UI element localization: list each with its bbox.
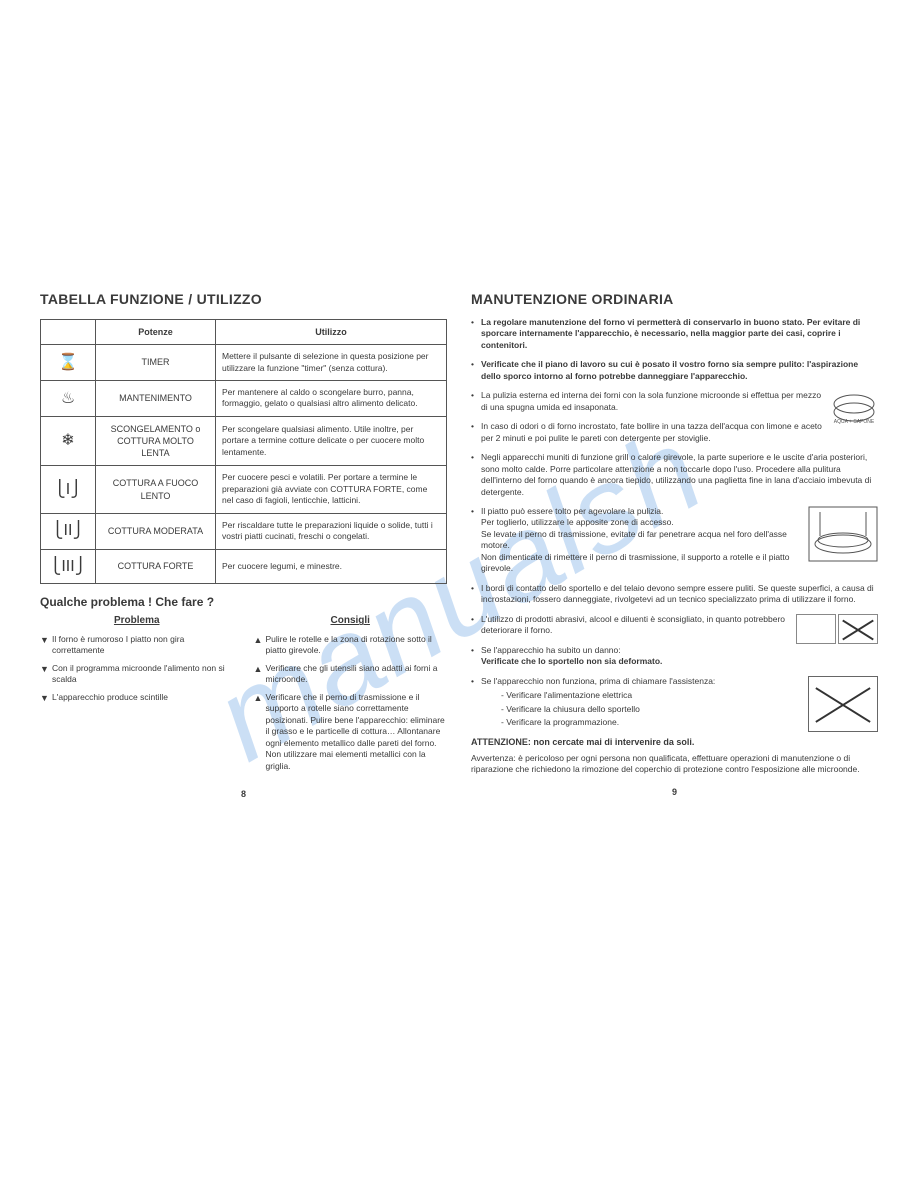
- troubleshoot-title: Qualche problema ! Che fare ?: [40, 594, 447, 610]
- row-icon: ❄: [41, 416, 96, 465]
- row-icon: ♨: [41, 380, 96, 416]
- row-name: SCONGELAMENTO o COTTURA MOLTO LENTA: [96, 416, 216, 465]
- list-item: I bordi di contatto dello sportello e de…: [471, 583, 878, 606]
- abrasive-forbidden-icon: [838, 614, 878, 644]
- list-item: Pulire le rotelle e la zona di rotazione…: [254, 634, 448, 657]
- problem-column: Problema Il forno è rumoroso I piatto no…: [40, 614, 234, 778]
- item-text: Per toglierlo, utilizzare le apposite zo…: [481, 517, 674, 527]
- th-potenze: Potenze: [96, 319, 216, 344]
- function-table: Potenze Utilizzo ⌛ TIMER Mettere il puls…: [40, 319, 447, 584]
- row-desc: Per cuocere legumi, e minestre.: [216, 549, 447, 584]
- row-desc: Per riscaldare tutte le preparazioni liq…: [216, 513, 447, 549]
- row-icon: ⌛: [41, 345, 96, 381]
- table-row: ♨ MANTENIMENTO Per mantenere al caldo o …: [41, 380, 447, 416]
- maintenance-list: La regolare manutenzione del forno vi pe…: [471, 317, 878, 729]
- row-name: COTTURA MODERATA: [96, 513, 216, 549]
- page-number-right: 9: [471, 786, 878, 798]
- left-page: TABELLA FUNZIONE / UTILIZZO Potenze Util…: [40, 290, 447, 800]
- page-spread: TABELLA FUNZIONE / UTILIZZO Potenze Util…: [0, 0, 918, 800]
- row-desc: Per scongelare qualsiasi alimento. Utile…: [216, 416, 447, 465]
- list-item: Se l'apparecchio ha subito un danno: Ver…: [471, 645, 878, 668]
- list-item: Negli apparecchi muniti di funzione gril…: [471, 452, 878, 498]
- row-desc: Mettere il pulsante di selezione in ques…: [216, 345, 447, 381]
- list-item: L'utilizzo di prodotti abrasivi, alcool …: [471, 614, 878, 637]
- list-item: L'apparecchio produce scintille: [40, 692, 234, 703]
- advice-heading: Consigli: [254, 614, 448, 628]
- list-item: AQUA + SAPONE La pulizia esterna ed inte…: [471, 390, 878, 413]
- right-page: MANUTENZIONE ORDINARIA La regolare manut…: [471, 290, 878, 800]
- left-title: TABELLA FUNZIONE / UTILIZZO: [40, 290, 447, 309]
- problem-list: Il forno è rumoroso I piatto non gira co…: [40, 634, 234, 703]
- advice-column: Consigli Pulire le rotelle e la zona di …: [254, 614, 448, 778]
- right-title: MANUTENZIONE ORDINARIA: [471, 290, 878, 309]
- problem-heading: Problema: [40, 614, 234, 628]
- list-item: Il piatto può essere tolto per agevolare…: [471, 506, 878, 575]
- table-row: ⌛ TIMER Mettere il pulsante di selezione…: [41, 345, 447, 381]
- plate-illustration: [808, 506, 878, 565]
- row-name: MANTENIMENTO: [96, 380, 216, 416]
- list-item: In caso di odori o di forno incrostato, …: [471, 421, 878, 444]
- list-item: Verificare che gli utensili siano adatti…: [254, 663, 448, 686]
- item-text: La pulizia esterna ed interna dei forni …: [481, 390, 821, 411]
- row-name: COTTURA A FUOCO LENTO: [96, 466, 216, 513]
- row-icon: ⎩I⎭: [41, 466, 96, 513]
- row-desc: Per cuocere pesci e volatili. Per portar…: [216, 466, 447, 513]
- bold-text: La regolare manutenzione del forno vi pe…: [481, 317, 860, 350]
- row-name: COTTURA FORTE: [96, 549, 216, 584]
- list-item: Con il programma microonde l'alimento no…: [40, 663, 234, 686]
- th-utilizzo: Utilizzo: [216, 319, 447, 344]
- item-text: Se l'apparecchio non funziona, prima di …: [481, 676, 715, 686]
- row-icon: ⎩III⎭: [41, 549, 96, 584]
- bold-text: Verificate che il piano di lavoro su cui…: [481, 359, 858, 380]
- advice-list: Pulire le rotelle e la zona di rotazione…: [254, 634, 448, 772]
- warning-title: ATTENZIONE: non cercate mai di interveni…: [471, 736, 878, 748]
- table-row: ⎩I⎭ COTTURA A FUOCO LENTO Per cuocere pe…: [41, 466, 447, 513]
- page-number-left: 8: [40, 788, 447, 800]
- item-text: Se l'apparecchio ha subito un danno:: [481, 645, 621, 655]
- item-text: Non dimenticate di rimettere il perno di…: [481, 552, 790, 573]
- list-item: Verificare che il perno di trasmissione …: [254, 692, 448, 772]
- list-item: Se l'apparecchio non funziona, prima di …: [471, 676, 878, 729]
- warning-body: Avvertenza: è pericoloso per ogni person…: [471, 753, 878, 776]
- row-icon: ⎩II⎭: [41, 513, 96, 549]
- item-text: Se levate il perno di trasmissione, evit…: [481, 529, 787, 550]
- abrasive-icons: [796, 614, 878, 647]
- list-item: Il forno è rumoroso I piatto non gira co…: [40, 634, 234, 657]
- row-desc: Per mantenere al caldo o scongelare burr…: [216, 380, 447, 416]
- item-text: Il piatto può essere tolto per agevolare…: [481, 506, 663, 516]
- table-row: ⎩II⎭ COTTURA MODERATA Per riscaldare tut…: [41, 513, 447, 549]
- troubleshoot-columns: Problema Il forno è rumoroso I piatto no…: [40, 614, 447, 778]
- row-name: TIMER: [96, 345, 216, 381]
- list-item: La regolare manutenzione del forno vi pe…: [471, 317, 878, 351]
- table-row: ⎩III⎭ COTTURA FORTE Per cuocere legumi, …: [41, 549, 447, 584]
- item-text: L'utilizzo di prodotti abrasivi, alcool …: [481, 614, 785, 635]
- bold-text: Verificate che lo sportello non sia defo…: [481, 656, 662, 666]
- th-blank: [41, 319, 96, 344]
- abrasive-icon: [796, 614, 836, 644]
- list-item: Verificate che il piano di lavoro su cui…: [471, 359, 878, 382]
- table-row: ❄ SCONGELAMENTO o COTTURA MOLTO LENTA Pe…: [41, 416, 447, 465]
- no-repair-icon: [808, 676, 878, 732]
